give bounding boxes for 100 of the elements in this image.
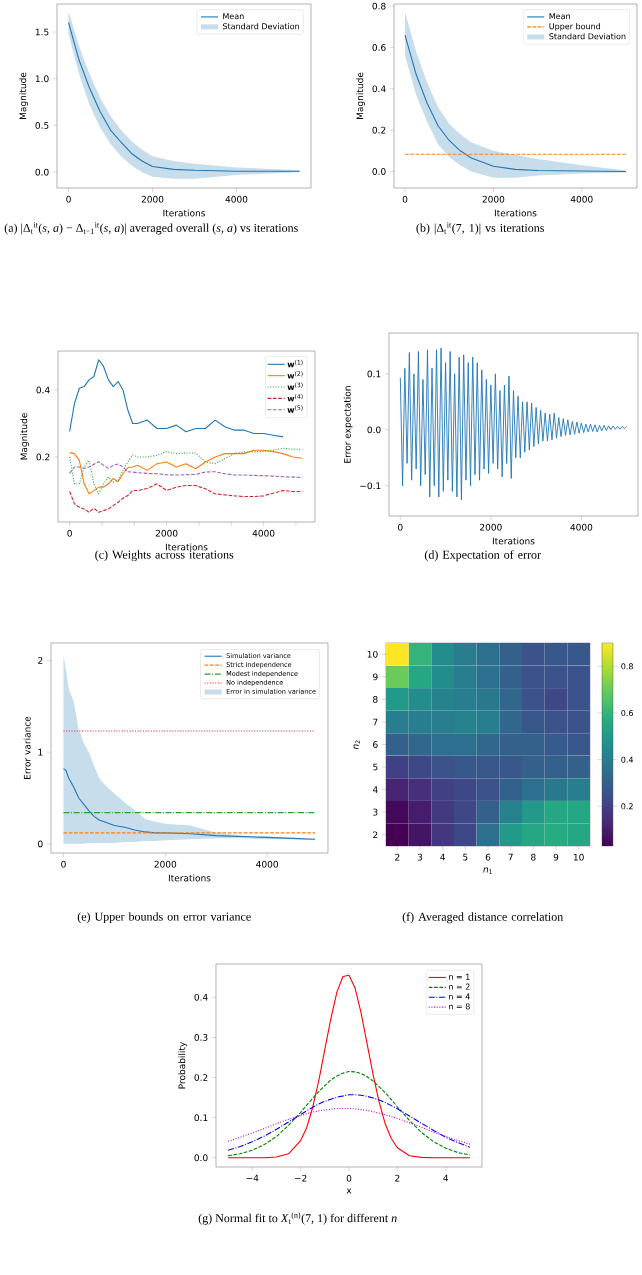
x-tick-label: 2000 <box>480 523 502 531</box>
color-bar-label: 0.2 <box>621 803 633 810</box>
y-tick-label: 2 <box>38 657 43 664</box>
y-tick-label: 1.0 <box>35 75 49 83</box>
legend-label: Mean <box>549 13 570 20</box>
y-axis-title: n$_{2}$ <box>353 740 360 750</box>
y-tick-label: 9 <box>373 673 378 681</box>
legend-label: w$^{(1)}$ <box>287 359 303 368</box>
legend-label: Upper bound <box>549 23 601 31</box>
y-tick-label: 10 <box>367 650 378 658</box>
y-tick-label: 0 <box>38 840 43 848</box>
legend-label: w$^{(5)}$ <box>287 405 303 413</box>
y-tick-label: 0.2 <box>372 126 386 134</box>
y-axis-title: Magnitude <box>356 72 366 119</box>
x-axis-title: Iterations <box>163 209 205 217</box>
y-axis-title: Error expectation <box>343 386 353 463</box>
x-tick-label: 0 <box>67 529 72 537</box>
line-series <box>69 359 284 438</box>
y-tick-label: 7 <box>373 718 378 726</box>
x-axis-title: n$_{1}$ <box>483 867 492 874</box>
x-tick-label: 3 <box>417 853 423 861</box>
x-tick-label: 4 <box>443 1174 449 1182</box>
x-tick-label: 10 <box>573 853 584 861</box>
x-tick-label: 4000 <box>570 523 593 531</box>
legend-label: w$^{(4)}$ <box>287 393 303 402</box>
x-axis-title: Iterations <box>494 209 537 217</box>
x-tick-label: 6 <box>485 853 491 861</box>
y-tick-label: 1 <box>38 748 43 756</box>
y-tick-label: 0.2 <box>36 453 50 461</box>
text: (d) Expectation of error <box>424 550 541 562</box>
legend-label: Mean <box>223 13 244 20</box>
y-tick-label: 0.1 <box>194 1114 208 1122</box>
line-series <box>227 1070 471 1157</box>
x-tick-label: 7 <box>508 853 513 861</box>
y-tick-label: 0.4 <box>372 85 386 93</box>
color-bar-label: 0.8 <box>621 663 633 670</box>
legend-label: w$^{(2)}$ <box>287 371 303 379</box>
annotation: Standard Deviation <box>223 23 299 30</box>
legend-label: n = 4 <box>449 993 470 1000</box>
text: (g) Normal fit to X$_{t}$$^{(n)}$(7, 1) for different n <box>198 1212 397 1225</box>
x-axis-title: Iterations <box>168 874 211 882</box>
line-series <box>404 34 627 173</box>
legend-label: w$^{(3)}$ <box>287 382 303 390</box>
y-tick-label: 0.0 <box>372 168 386 175</box>
line-series <box>399 347 628 501</box>
x-tick-label: 4 <box>440 853 446 861</box>
legend-label: n = 2 <box>449 983 470 990</box>
x-tick-label: 0 <box>66 195 71 203</box>
x-tick-label: 2000 <box>154 860 177 868</box>
x-tick-label: 0 <box>61 860 66 868</box>
text: (f) Averaged distance correlation <box>402 912 564 924</box>
y-tick-label: 1.5 <box>35 28 49 36</box>
x-tick-label: −4 <box>246 1174 259 1182</box>
chart-title: (a) |Δ$_{t}$$^{it}$(s, a) − Δ$_{t−1}$$^{it}$(s, a)| averaged overall (s, a) vs iterations <box>4 222 298 235</box>
legend-label: n = 1 <box>449 973 470 980</box>
y-axis-title: Probability <box>178 1041 188 1089</box>
y-tick-label: 4 <box>372 786 378 793</box>
x-tick-label: 4000 <box>256 860 278 868</box>
y-tick-label: 3 <box>373 808 378 816</box>
y-tick-label: 0.4 <box>36 386 50 394</box>
y-tick-label: 8 <box>373 695 378 703</box>
y-tick-label: 0.1 <box>367 370 381 378</box>
x-tick-label: 0 <box>346 1174 352 1182</box>
y-tick-label: 0.6 <box>372 44 386 51</box>
y-axis-title: Magnitude <box>19 72 29 119</box>
x-tick-label: 9 <box>553 853 559 861</box>
x-tick-label: 2000 <box>141 195 164 203</box>
text: (e) Upper bounds on error variance <box>77 912 251 924</box>
y-tick-label: 2 <box>373 831 378 839</box>
x-tick-label: 4000 <box>570 195 593 203</box>
y-tick-label: 0.3 <box>194 1034 208 1041</box>
y-tick-label: −0.1 <box>360 482 381 490</box>
x-tick-label: 8 <box>531 853 536 861</box>
x-tick-label: −2 <box>294 1174 307 1182</box>
y-tick-label: 0.0 <box>35 168 49 176</box>
x-axis-title: x <box>346 1188 352 1194</box>
y-axis-title: Error variance <box>23 716 31 779</box>
x-tick-label: 4000 <box>225 195 248 203</box>
y-tick-label: 0.5 <box>35 122 49 129</box>
x-axis-title: Iterations <box>492 537 535 545</box>
y-tick-label: 0.2 <box>194 1074 208 1081</box>
x-tick-label: 5 <box>463 853 468 861</box>
y-tick-label: 0.8 <box>372 2 386 10</box>
y-tick-label: 5 <box>373 763 378 771</box>
color-bar-label: 0.4 <box>621 756 634 763</box>
y-tick-label: 0.0 <box>194 1154 208 1162</box>
x-tick-label: 0 <box>402 195 408 203</box>
legend-label: n = 8 <box>449 1003 470 1010</box>
y-tick-label: 6 <box>373 741 378 748</box>
x-axis-title: Iterations <box>165 543 208 551</box>
x-tick-label: 0 <box>398 523 403 531</box>
text: (b) |Δ$_{t}$$^{it}$(7, 1)| vs iterations <box>416 222 544 235</box>
x-tick-label: 2 <box>395 1174 400 1182</box>
color-bar-label: 0.6 <box>621 709 633 717</box>
y-tick-label: 0.4 <box>194 993 208 1001</box>
y-tick-label: 0.0 <box>367 426 381 434</box>
y-axis-title: Magnitude <box>20 413 30 460</box>
x-tick-label: 2000 <box>482 195 505 203</box>
annotation: Standard Deviation <box>549 33 626 40</box>
x-tick-label: 4000 <box>252 529 275 537</box>
